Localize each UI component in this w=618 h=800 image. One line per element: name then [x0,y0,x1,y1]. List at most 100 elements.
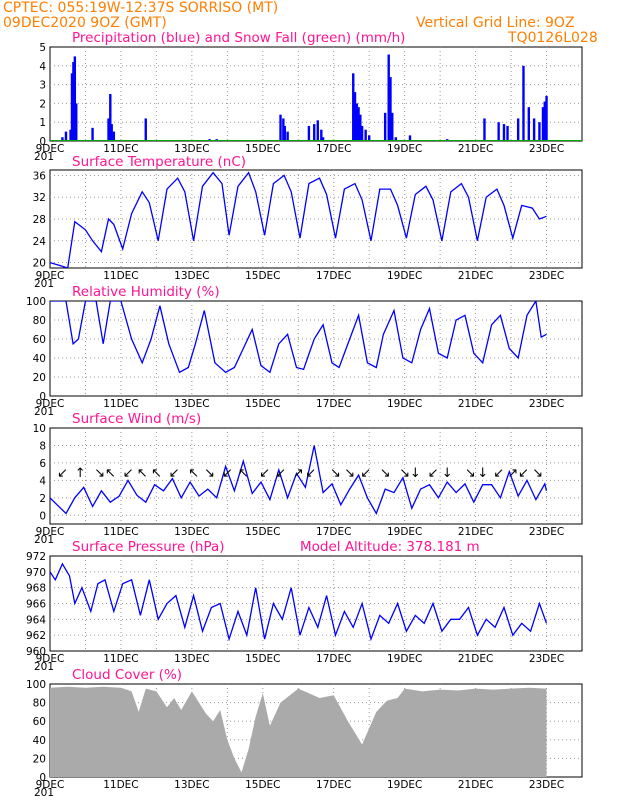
x-tick-label: 15DEC [245,143,280,155]
y-tick-label: 968 [26,583,46,595]
x-tick-label: 17DEC [316,270,351,282]
y-tick-label: 40 [33,353,46,365]
precip-bar [355,103,358,141]
precip-bar [73,56,77,141]
y-tick-label: 8 [39,440,46,452]
y-tick-label: 20 [33,258,46,270]
y-tick-label: 5 [39,42,46,54]
series-line [50,171,547,268]
y-tick-label: 2 [39,493,46,505]
plot-frame [49,46,583,142]
y-tick-label: 0 [39,772,46,784]
x-tick-year-clipped: 201 [34,661,54,673]
panel-title: Precipitation (blue) and Snow Fall (gree… [72,30,405,46]
precip-bar [364,129,367,141]
x-tick-label: 11DEC [103,270,138,282]
x-tick-label: 19DEC [387,270,422,282]
y-tick-label: 966 [26,599,46,611]
y-tick-label: 10 [33,423,46,435]
x-tick-label: 21DEC [458,143,493,155]
precip-bar [408,135,412,141]
precip-bar [353,92,357,141]
x-tick-label: 23DEC [529,653,564,665]
wind-direction-arrow: ↖ [137,466,148,481]
panel-title: Cloud Cover (%) [72,667,182,683]
wind-direction-arrow: ↘ [344,466,355,481]
precip-bar [144,118,147,141]
x-tick-label: 17DEC [316,526,351,538]
x-tick-year-clipped: 201 [34,151,54,163]
y-tick-label: 972 [26,551,46,563]
x-tick-label: 9DEC [36,779,65,791]
precip-bar [70,73,74,141]
model-code: TQ0126L028 [507,30,598,46]
x-tick-label: 23DEC [529,270,564,282]
x-tick-label: 13DEC [174,526,209,538]
x-tick-label: 23DEC [529,143,564,155]
x-tick-label: 13DEC [174,779,209,791]
series-line [50,562,548,642]
x-tick-label: 17DEC [316,653,351,665]
x-tick-year-clipped: 201 [34,534,54,546]
panel-title: Surface Temperature (nC) [72,154,246,170]
panel-title: Relative Humidity (%) [72,284,220,300]
precip-bar [75,103,78,141]
wind-direction-arrow: ↓ [410,466,421,481]
x-tick-label: 17DEC [316,398,351,410]
y-tick-label: 1 [39,117,46,129]
precip-bar [316,120,319,141]
x-tick-label: 19DEC [387,653,422,665]
x-tick-label: 15DEC [245,398,280,410]
precip-bar [61,137,64,141]
x-tick-label: 19DEC [387,143,422,155]
precip-bar [389,77,392,141]
precip-bar [91,127,94,141]
wind-direction-arrow: ↙ [305,466,316,481]
wind-direction-arrow: ↘ [465,466,476,481]
x-tick-label: 9DEC [36,143,65,155]
x-tick-label: 11DEC [103,779,138,791]
x-tick-label: 13DEC [174,653,209,665]
y-tick-label: 6 [39,458,46,470]
x-tick-label: 19DEC [387,526,422,538]
x-tick-year-clipped: 201 [34,787,54,799]
x-tick-label: 13DEC [174,143,209,155]
precip-bar [368,135,371,141]
y-tick-label: 2 [39,98,46,110]
humidity-panel: 0 20 40 60 80 100 9DEC 11DEC 13DEC 15DEC 17DEC 19DE… [26,284,583,418]
precip-bar [352,73,355,141]
x-tick-label: 23DEC [529,779,564,791]
y-tick-label: 0 [39,136,46,148]
wind-direction-arrow: ↖ [238,466,249,481]
wind-direction-arrow: ↙ [169,466,180,481]
x-tick-label: 17DEC [316,143,351,155]
y-tick-label: 80 [33,315,46,327]
precip-bar [107,118,110,141]
x-tick-year-clipped: 201 [34,406,54,418]
x-tick-year-clipped: 201 [34,278,54,290]
precip-bar [360,125,364,141]
precip-bar [359,114,362,141]
x-tick-label: 21DEC [458,653,493,665]
panel-title: Surface Pressure (hPa) [72,539,225,555]
wind-panel: 0 2 4 6 8 10 9DEC 11DEC 13DEC 15DEC 17DEC 19DEC 21DE… [33,411,583,546]
y-tick-label: 962 [26,630,46,642]
wind-direction-arrow: ↘ [204,466,215,481]
x-tick-label: 21DEC [458,398,493,410]
series-line [50,301,547,374]
precip-bar [545,95,548,141]
precip-bar [483,118,486,141]
y-tick-label: 4 [39,61,46,73]
precip-bar [282,118,285,141]
y-tick-label: 100 [26,679,46,691]
wind-direction-arrow: ↗ [293,466,304,481]
y-tick-label: 0 [39,391,46,403]
x-tick-label: 21DEC [458,779,493,791]
precip-bar [506,125,509,141]
cloud-cover-area [50,686,547,777]
precip-bar [394,137,397,141]
wind-direction-arrow: ↙ [222,466,233,481]
precipitation-panel: 0 1 2 3 4 5 9DEC 11DEC 13DEC 15DEC 17DEC 19DEC 21DEC… [34,30,583,163]
wind-direction-arrow: ↖ [151,466,162,481]
